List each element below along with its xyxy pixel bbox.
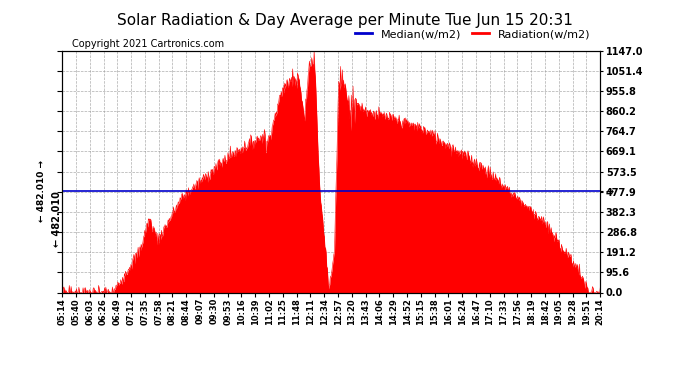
Text: ← 482.010: ← 482.010 bbox=[52, 191, 61, 247]
Text: ← 482.010 →: ← 482.010 → bbox=[37, 160, 46, 222]
Text: Solar Radiation & Day Average per Minute Tue Jun 15 20:31: Solar Radiation & Day Average per Minute… bbox=[117, 13, 573, 28]
Legend: Median(w/m2), Radiation(w/m2): Median(w/m2), Radiation(w/m2) bbox=[351, 25, 595, 44]
Text: Copyright 2021 Cartronics.com: Copyright 2021 Cartronics.com bbox=[72, 39, 224, 50]
